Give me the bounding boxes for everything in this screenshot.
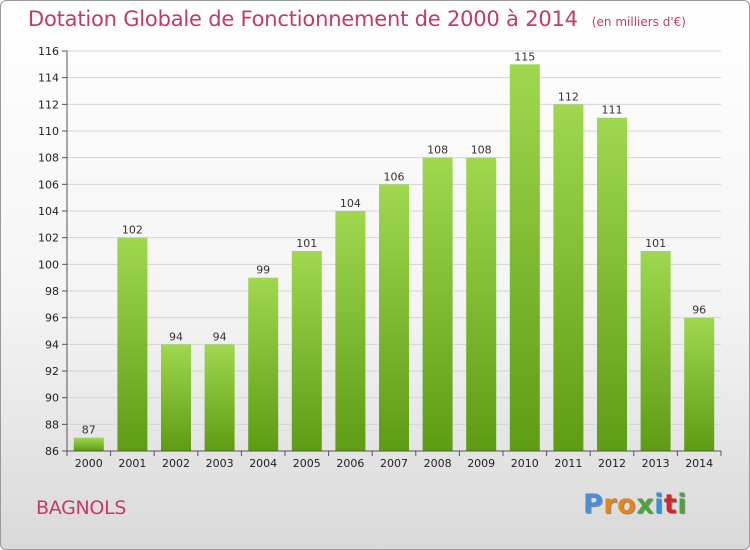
bar [161, 344, 191, 451]
data-label: 108 [471, 144, 492, 157]
logo-letter: t [663, 489, 678, 520]
y-tick-label: 92 [45, 365, 59, 378]
x-tick-label: 2013 [642, 457, 670, 470]
y-tick-label: 88 [45, 418, 59, 431]
data-label: 104 [340, 197, 361, 210]
x-tick-label: 2009 [467, 457, 495, 470]
data-label: 115 [514, 50, 535, 63]
y-tick-label: 112 [38, 98, 59, 111]
x-tick-label: 2000 [75, 457, 103, 470]
chart-title: Dotation Globale de Fonctionnement de 20… [28, 7, 686, 31]
title-text: Dotation Globale de Fonctionnement de 20… [28, 7, 578, 31]
logo-letter: P [583, 489, 604, 520]
y-tick-label: 90 [45, 392, 59, 405]
y-tick-label: 116 [38, 45, 59, 58]
x-tick-label: 2005 [293, 457, 321, 470]
bar [117, 237, 148, 451]
data-label: 101 [645, 237, 666, 250]
data-label: 106 [384, 170, 405, 183]
bar [204, 344, 235, 451]
proxiti-logo: Proxiti [583, 489, 687, 520]
x-tick-label: 2012 [598, 457, 626, 470]
y-tick-label: 104 [38, 205, 59, 218]
y-tick-label: 98 [45, 285, 59, 298]
logo-letter: o [617, 489, 637, 520]
y-tick-label: 100 [38, 258, 59, 271]
bar [248, 277, 279, 451]
data-label: 94 [169, 330, 183, 343]
x-tick-label: 2002 [162, 457, 190, 470]
bar [291, 251, 322, 451]
bar [684, 317, 715, 451]
bars [73, 64, 715, 452]
y-tick-label: 108 [38, 152, 59, 165]
x-tick-label: 2014 [685, 457, 713, 470]
data-label: 108 [427, 144, 448, 157]
data-label: 102 [122, 224, 143, 237]
y-tick-label: 96 [45, 312, 59, 325]
x-tick-label: 2010 [511, 457, 539, 470]
data-label: 94 [213, 330, 227, 343]
axes: 86 88 90 92 94 96 98 100 102 104 106 108 110 112 114 11… [38, 45, 722, 470]
bar [466, 157, 497, 451]
y-tick-label: 86 [45, 445, 59, 458]
bar [640, 251, 671, 451]
logo-letter: x [636, 489, 655, 520]
y-tick-label: 110 [38, 125, 59, 138]
data-label: 87 [82, 424, 96, 437]
data-label: 111 [602, 104, 623, 117]
x-tick-label: 2001 [118, 457, 146, 470]
x-tick-label: 2004 [249, 457, 277, 470]
data-label: 101 [296, 237, 317, 250]
x-tick-label: 2007 [380, 457, 408, 470]
x-tick-label: 2008 [424, 457, 452, 470]
x-tick-label: 2006 [336, 457, 364, 470]
y-tick-label: 106 [38, 178, 59, 191]
logo-letter: r [603, 489, 618, 520]
y-tick-label: 94 [45, 338, 59, 351]
chart-subtitle: (en milliers d'€) [591, 15, 686, 29]
bar [553, 104, 584, 451]
bar [509, 64, 540, 452]
logo-letter: i [654, 489, 664, 520]
bar [335, 211, 366, 451]
bar [379, 184, 409, 452]
data-label: 99 [256, 264, 270, 277]
data-label: 112 [558, 90, 579, 103]
y-tick-label: 114 [38, 72, 59, 85]
x-tick-label: 2003 [206, 457, 234, 470]
data-labels: 87 102 94 94 99 101 104 106 108 108 115 112 111 101 96 [82, 50, 706, 436]
commune-name: BAGNOLS [36, 497, 127, 519]
data-label: 96 [692, 304, 706, 317]
bar [73, 437, 104, 451]
bar [422, 157, 453, 451]
y-tick-label: 102 [38, 232, 59, 245]
bar [597, 117, 627, 452]
x-tick-label: 2011 [554, 457, 582, 470]
logo-letter: i [677, 489, 688, 520]
